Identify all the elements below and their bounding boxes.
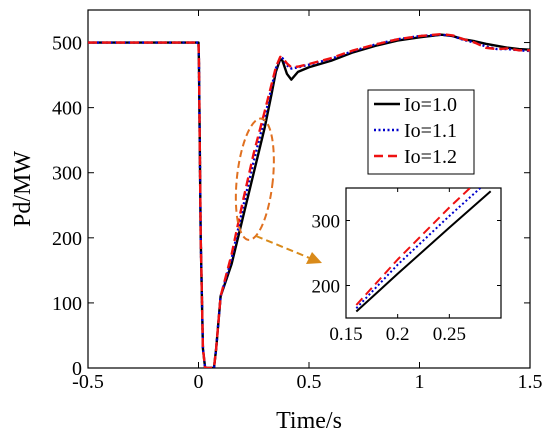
- x-tick-label: 1.5: [518, 371, 543, 393]
- inset-plot-area: 0.15 0.2 0.25 200 300: [312, 187, 502, 345]
- inset-y-tick-label: 300: [312, 212, 341, 233]
- legend-label-1: Io=1.0: [404, 94, 457, 116]
- inset-x-tick-label: 0.2: [386, 324, 410, 345]
- y-tick-label: 500: [52, 33, 82, 55]
- zoom-annotation: [234, 117, 322, 264]
- inset-y-tick-label: 200: [312, 277, 341, 298]
- legend-label-2: Io=1.1: [404, 120, 457, 142]
- x-axis-label: Time/s: [276, 408, 342, 434]
- inset-x-tick-label: 0.15: [329, 324, 362, 345]
- x-tick-label: 1: [415, 371, 425, 393]
- y-tick-label: 200: [52, 228, 82, 250]
- inset-series-line-io-1-1: [355, 188, 481, 309]
- legend: Io=1.0 Io=1.1 Io=1.2: [367, 89, 475, 175]
- inset-series-line-io-1-2: [355, 188, 471, 306]
- zoom-arrow-head: [306, 252, 322, 264]
- y-tick-label: 100: [52, 293, 82, 315]
- y-tick-label: 300: [52, 163, 82, 185]
- inset-x-tick-label: 0.25: [433, 324, 466, 345]
- x-tick-label: -0.5: [72, 371, 104, 393]
- legend-label-3: Io=1.2: [404, 146, 457, 168]
- x-tick-label: 0: [194, 371, 204, 393]
- inset-series-line-io-1-0: [355, 190, 492, 313]
- series-line-io-1-2: [88, 32, 530, 368]
- x-tick-label: 0.5: [297, 371, 322, 393]
- y-axis-label: Pd/MW: [10, 151, 36, 227]
- y-tick-label: 400: [52, 98, 82, 120]
- zoom-ellipse: [234, 117, 275, 241]
- y-tick-label: 0: [72, 358, 82, 380]
- zoom-arrow-line: [255, 235, 313, 260]
